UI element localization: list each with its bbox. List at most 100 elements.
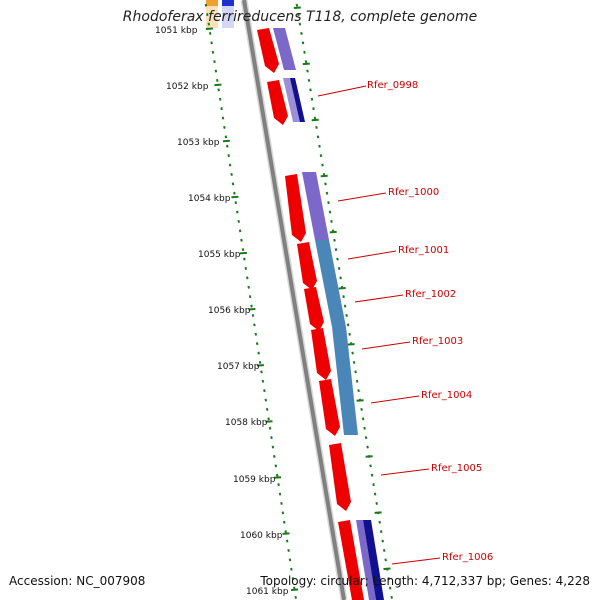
minor-tick — [345, 313, 348, 317]
kbp-label: 1057 kbp — [217, 362, 260, 372]
leader-line — [391, 557, 441, 565]
major-tick — [293, 6, 301, 9]
minor-tick — [366, 445, 369, 449]
minor-tick — [257, 351, 260, 355]
minor-tick — [315, 125, 318, 129]
leader-line — [347, 250, 397, 260]
minor-tick — [375, 501, 378, 505]
orange-feature — [206, 0, 218, 6]
minor-tick — [240, 238, 243, 242]
gene-label: Rfer_1003 — [412, 336, 463, 347]
minor-tick — [268, 426, 272, 430]
minor-tick — [236, 210, 239, 214]
minor-tick — [230, 172, 233, 176]
minor-tick — [271, 445, 275, 449]
minor-tick — [318, 144, 321, 148]
major-tick — [248, 308, 256, 311]
gene-label: Rfer_1001 — [398, 245, 449, 256]
cds-arrow — [304, 287, 324, 331]
minor-tick — [327, 201, 330, 205]
cds-arrow — [267, 80, 288, 125]
minor-tick — [360, 407, 363, 411]
kbp-label: 1058 kbp — [225, 418, 268, 428]
major-tick — [374, 511, 382, 514]
major-tick — [239, 251, 247, 255]
minor-tick — [297, 13, 300, 17]
minor-tick — [260, 370, 263, 374]
minor-tick — [290, 567, 293, 571]
minor-tick — [278, 492, 282, 496]
minor-tick — [224, 135, 228, 139]
leader-line — [317, 85, 367, 97]
leader-line — [354, 294, 404, 303]
minor-tick — [281, 511, 285, 515]
minor-tick — [390, 595, 393, 599]
minor-tick — [204, 3, 208, 7]
minor-tick — [355, 379, 359, 383]
minor-tick — [357, 389, 360, 393]
cog-block — [315, 240, 346, 327]
minor-tick — [231, 182, 235, 186]
minor-tick — [275, 473, 279, 477]
gene-label: Rfer_1006 — [442, 552, 493, 563]
cog-block — [290, 78, 305, 122]
orange-fade-feature — [206, 6, 218, 28]
cog-block — [302, 172, 329, 240]
minor-tick — [221, 116, 225, 120]
minor-tick — [263, 389, 266, 393]
major-tick — [273, 476, 282, 479]
major-tick — [222, 139, 230, 143]
gene-label: Rfer_1004 — [421, 390, 472, 401]
minor-tick — [280, 501, 283, 505]
blue-fade-feature — [222, 6, 234, 28]
minor-tick — [348, 332, 351, 336]
minor-tick — [325, 191, 329, 195]
kbp-label: 1059 kbp — [233, 475, 276, 485]
minor-tick — [321, 163, 324, 167]
minor-tick — [304, 60, 308, 64]
minor-tick — [267, 417, 270, 421]
gene-label: Rfer_1005 — [431, 463, 482, 474]
major-tick — [282, 532, 290, 535]
cds-arrow — [311, 328, 331, 380]
kbp-label: 1056 kbp — [208, 306, 251, 316]
minor-tick — [369, 464, 372, 468]
blue-feature — [222, 0, 234, 6]
accession-text: Accession: NC_007908 — [9, 574, 146, 588]
minor-tick — [361, 417, 365, 421]
gene-label: Rfer_1000 — [388, 187, 439, 198]
minor-tick — [378, 520, 381, 524]
cds-arrow — [297, 242, 317, 290]
minor-tick — [237, 219, 240, 223]
minor-tick — [285, 539, 289, 543]
kbp-label: 1053 kbp — [177, 138, 220, 148]
minor-tick — [351, 351, 354, 355]
minor-tick — [300, 31, 303, 35]
leader-line — [370, 395, 420, 404]
minor-tick — [254, 332, 258, 336]
minor-tick — [319, 154, 323, 158]
minor-tick — [216, 78, 219, 82]
genome-summary-text: Topology: circular; Length: 4,712,337 bp… — [260, 574, 590, 588]
minor-tick — [223, 125, 226, 129]
minor-tick — [228, 163, 232, 167]
minor-tick — [251, 313, 255, 317]
minor-tick — [248, 295, 252, 299]
major-tick — [290, 588, 299, 591]
minor-tick — [309, 88, 312, 92]
minor-tick — [288, 558, 292, 562]
minor-tick — [265, 407, 269, 411]
minor-tick — [261, 379, 265, 383]
minor-tick — [255, 342, 259, 346]
minor-tick — [218, 97, 222, 101]
minor-tick — [381, 539, 384, 543]
minor-tick — [316, 135, 320, 139]
minor-tick — [307, 78, 311, 82]
cog-blocks — [273, 28, 384, 600]
major-tick — [320, 174, 328, 178]
cog-block — [273, 28, 296, 70]
minor-tick — [247, 285, 250, 289]
minor-tick — [273, 454, 276, 458]
minor-tick — [388, 586, 392, 590]
